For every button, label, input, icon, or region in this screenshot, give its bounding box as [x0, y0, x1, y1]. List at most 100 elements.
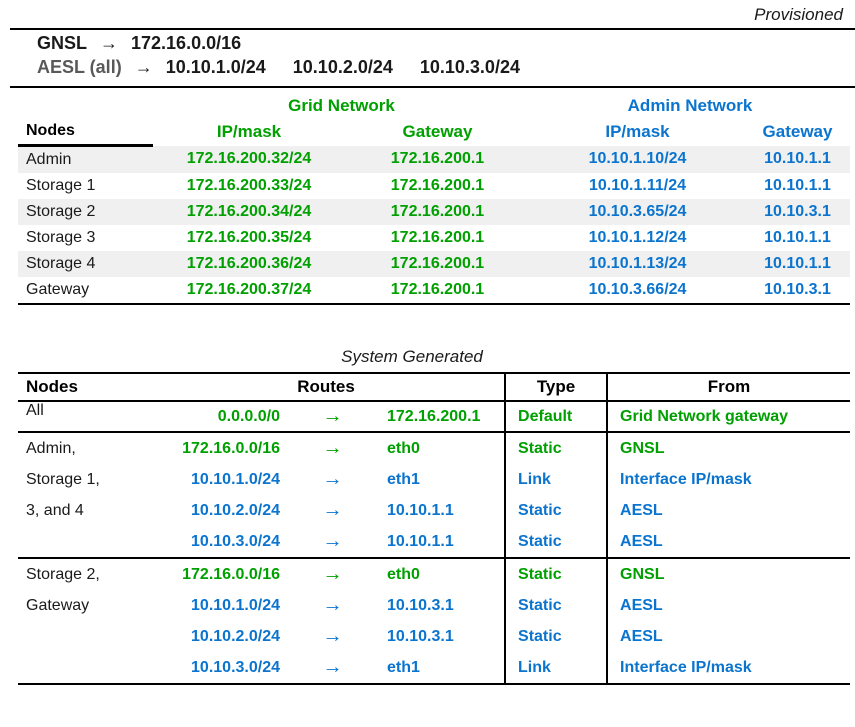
legend-row-gnsl: GNSL → 172.16.0.0/16 — [10, 33, 855, 57]
admin-gateway: 10.10.3.1 — [764, 203, 831, 220]
admin-gateway-header: Gateway — [762, 121, 833, 141]
route-from: AESL — [620, 532, 663, 550]
grid-gateway: 172.16.200.1 — [390, 229, 485, 246]
route-type: Static — [504, 557, 609, 590]
route-type: Link — [504, 652, 609, 684]
grid-ip-mask-header: IP/mask — [216, 121, 282, 141]
route-target: 10.10.1.1 — [387, 532, 454, 550]
admin-ip-mask: 10.10.1.13/24 — [588, 255, 687, 272]
admin-ip-mask: 10.10.3.66/24 — [588, 281, 687, 298]
route-destination: 0.0.0.0/0 — [217, 407, 280, 425]
route-row: 10.10.3.0/24 → eth1 Link Interface IP/ma… — [18, 652, 850, 684]
grid-ip-mask: 172.16.200.32/24 — [186, 150, 312, 168]
right-arrow-icon: → — [100, 33, 119, 53]
node-name: Gateway — [26, 281, 90, 298]
node-group-line: Storage 2, — [26, 566, 100, 583]
table-row: Storage 4 172.16.200.36/24 172.16.200.1 … — [18, 251, 850, 277]
type-column-header: Type — [504, 372, 609, 402]
admin-network-header: Admin Network — [627, 96, 753, 115]
routes-header-row: Nodes Routes Type From — [18, 372, 851, 402]
system-generated-section-title: System Generated — [341, 347, 483, 366]
route-destination: 172.16.0.0/16 — [148, 557, 280, 590]
empty-cell — [18, 94, 153, 118]
route-target: eth0 — [385, 431, 506, 464]
table-row: Gateway 172.16.200.37/24 172.16.200.1 10… — [18, 277, 850, 304]
nodes-column-header: Nodes — [18, 372, 148, 402]
route-from: Grid Network gateway — [620, 407, 789, 425]
node-group-line: 3, and 4 — [26, 502, 84, 519]
node-group-line: Gateway — [26, 597, 90, 614]
route-destination: 172.16.0.0/16 — [148, 431, 280, 464]
node-name: Storage 2 — [26, 203, 96, 220]
aesl-label: AESL (all) — [37, 57, 122, 77]
route-target: eth1 — [387, 658, 420, 676]
right-arrow-icon: → — [134, 57, 153, 77]
nodes-column-header: Nodes — [18, 118, 153, 147]
right-arrow-icon: → — [322, 499, 343, 521]
node-name: Admin — [26, 151, 72, 168]
route-target: 10.10.3.1 — [387, 596, 454, 614]
system-generated-section: System Generated Nodes Routes Type From … — [0, 347, 855, 685]
right-arrow-icon: → — [280, 557, 385, 590]
route-row: 10.10.1.0/24 → eth1 Link Interface IP/ma… — [18, 464, 850, 495]
grid-gateway: 172.16.200.1 — [390, 255, 485, 272]
node-group-line: Admin, — [26, 440, 76, 457]
admin-ip-mask-header: IP/mask — [605, 121, 670, 141]
route-destination: 10.10.1.0/24 — [191, 470, 280, 488]
route-type: Link — [504, 464, 609, 495]
node-group-label: All — [26, 402, 44, 419]
right-arrow-icon: → — [280, 431, 385, 464]
from-column-header: From — [607, 372, 851, 402]
legend-row-aesl: AESL (all) → 10.10.1.0/24 10.10.2.0/24 1… — [10, 57, 855, 81]
gnsl-subnet: 172.16.0.0/16 — [131, 33, 242, 53]
table-row: Admin 172.16.200.32/24 172.16.200.1 10.1… — [18, 145, 850, 173]
right-arrow-icon: → — [322, 594, 343, 616]
route-destination: 10.10.3.0/24 — [191, 658, 280, 676]
network-group-header-row: Grid Network Admin Network — [18, 94, 850, 118]
grid-gateway-header: Gateway — [402, 121, 473, 141]
route-type: Static — [504, 431, 609, 464]
route-destination: 10.10.1.0/24 — [191, 596, 280, 614]
route-row: Admin, Storage 1, 3, and 4 172.16.0.0/16… — [18, 431, 851, 558]
provisioned-section-title: Provisioned — [754, 5, 843, 24]
grid-gateway: 172.16.200.1 — [390, 281, 485, 298]
table-row: Storage 3 172.16.200.35/24 172.16.200.1 … — [18, 225, 850, 251]
node-name: Storage 4 — [26, 255, 96, 272]
provisioned-networks-table: Grid Network Admin Network Nodes IP/mask… — [18, 94, 850, 305]
right-arrow-icon: → — [322, 625, 343, 647]
grid-network-header: Grid Network — [288, 96, 395, 115]
grid-ip-mask: 172.16.200.36/24 — [186, 255, 312, 272]
route-destination: 10.10.3.0/24 — [191, 532, 280, 550]
route-type: Static — [504, 495, 609, 526]
route-row: 10.10.2.0/24 → 10.10.1.1 Static AESL — [18, 495, 850, 526]
route-destination: 10.10.2.0/24 — [191, 501, 280, 519]
aesl-subnet: 10.10.2.0/24 — [292, 57, 393, 77]
route-type: Default — [504, 401, 609, 432]
admin-ip-mask: 10.10.3.65/24 — [588, 203, 687, 220]
right-arrow-icon: → — [322, 530, 343, 552]
table-row: Storage 1 172.16.200.33/24 172.16.200.1 … — [18, 173, 850, 199]
table-row: Storage 2 172.16.200.34/24 172.16.200.1 … — [18, 199, 850, 225]
admin-ip-mask: 10.10.1.10/24 — [588, 150, 687, 168]
route-from: AESL — [620, 596, 663, 614]
route-row: 10.10.2.0/24 → 10.10.3.1 Static AESL — [18, 621, 850, 652]
node-group-line: Storage 1, — [26, 471, 100, 488]
route-type: Static — [504, 590, 609, 621]
right-arrow-icon: → — [322, 656, 343, 678]
route-row: 10.10.1.0/24 → 10.10.3.1 Static AESL — [18, 590, 850, 621]
routes-column-header: Routes — [148, 372, 506, 402]
gnsl-label: GNSL — [37, 33, 88, 53]
grid-ip-mask: 172.16.200.33/24 — [186, 177, 312, 194]
route-target: 172.16.200.1 — [387, 407, 481, 425]
subnet-legend: GNSL → 172.16.0.0/16 AESL (all) → 10.10.… — [10, 28, 855, 88]
route-target: eth0 — [385, 557, 506, 590]
route-type: Static — [504, 526, 609, 558]
route-from: GNSL — [607, 431, 851, 464]
admin-ip-mask: 10.10.1.11/24 — [589, 177, 686, 194]
route-target: 10.10.1.1 — [387, 501, 454, 519]
system-generated-routes-table: Nodes Routes Type From All 0.0.0.0/0 → 1… — [18, 372, 851, 685]
admin-gateway: 10.10.1.1 — [764, 177, 831, 194]
right-arrow-icon: → — [322, 468, 343, 490]
grid-ip-mask: 172.16.200.35/24 — [186, 229, 312, 246]
